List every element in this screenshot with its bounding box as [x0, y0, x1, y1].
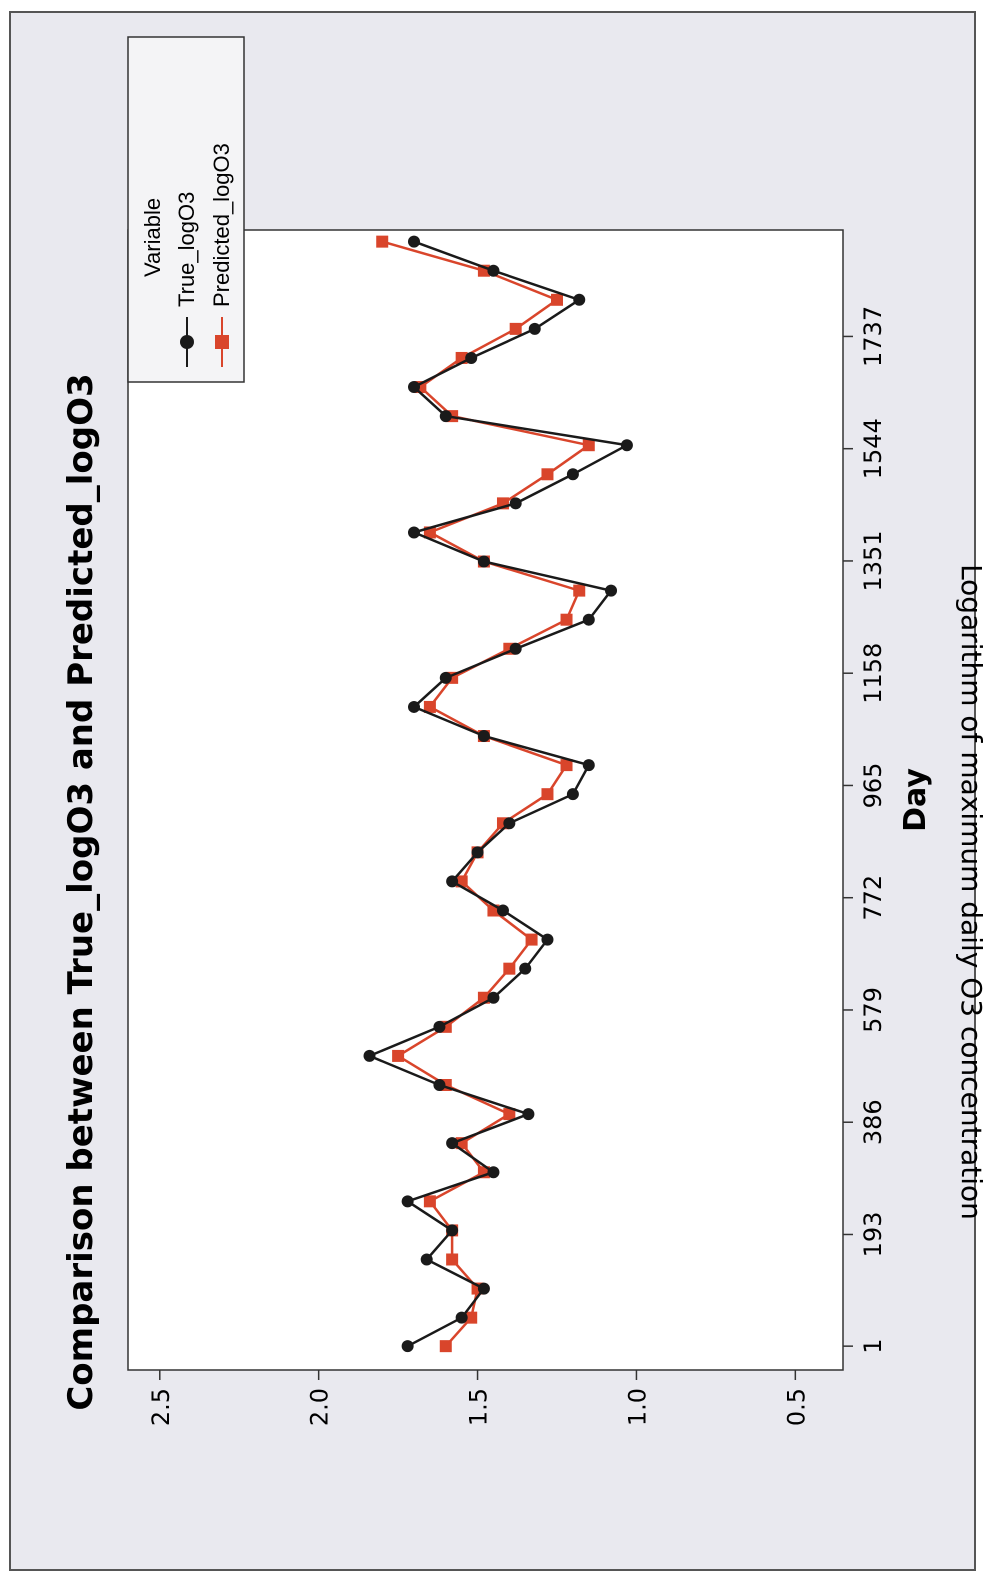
x-tick-label: 1737 — [859, 306, 887, 367]
data-point-predicted — [525, 933, 538, 946]
data-point-true — [446, 1137, 459, 1150]
x-tick-label: 1158 — [859, 643, 887, 704]
y-tick-label: 2.0 — [306, 1388, 334, 1426]
data-point-true — [503, 817, 516, 830]
data-point-predicted — [465, 1311, 478, 1324]
data-point-true — [408, 526, 420, 539]
x-tick-label: 1544 — [859, 418, 887, 479]
x-tick-label: 1351 — [859, 530, 887, 591]
y-axis-label: Logarithm of maximum daily O3 concentrat… — [955, 564, 985, 1220]
data-point-true — [401, 1340, 414, 1353]
data-point-predicted — [573, 584, 586, 597]
data-point-true — [477, 1282, 490, 1295]
data-point-true — [408, 381, 420, 394]
data-point-true — [408, 700, 420, 713]
y-tick-label: 1.5 — [465, 1388, 493, 1426]
data-point-predicted — [582, 439, 595, 452]
data-point-true — [541, 933, 554, 946]
data-point-true — [509, 497, 522, 510]
plot-area — [127, 229, 844, 1371]
data-point-true — [455, 1311, 468, 1324]
data-point-predicted — [503, 962, 516, 975]
data-point-true — [582, 613, 595, 626]
series-layer — [363, 235, 633, 1353]
data-point-true — [401, 1195, 414, 1208]
x-tick-label: 386 — [859, 1099, 887, 1145]
data-point-true — [465, 351, 478, 364]
data-point-true — [420, 1253, 433, 1266]
data-point-true — [439, 671, 452, 684]
data-point-true — [509, 642, 522, 655]
legend-pred-marker — [215, 335, 229, 349]
data-point-predicted — [560, 759, 573, 772]
data-point-true — [433, 1079, 446, 1091]
data-point-true — [408, 235, 420, 248]
data-point-true — [477, 730, 490, 743]
data-point-true — [566, 788, 579, 801]
data-point-true — [433, 1020, 446, 1033]
data-point-predicted — [423, 1195, 436, 1208]
data-point-predicted — [423, 700, 436, 713]
x-tick-label: 579 — [859, 987, 887, 1033]
data-point-true — [522, 1108, 535, 1121]
data-point-true — [573, 293, 586, 306]
y-tick-label: 2.5 — [147, 1388, 175, 1426]
data-point-true — [620, 439, 633, 452]
legend: Variable True_logO3 Predicted_logO3 — [127, 36, 245, 383]
data-point-true — [363, 1049, 376, 1062]
data-point-predicted — [509, 322, 522, 335]
axes-layer: 1 193 386 579 772 965 1158 1351 1544 1737 0.5 1.0 1.… — [147, 306, 887, 1426]
data-point-predicted — [439, 1340, 452, 1353]
data-point-true — [446, 875, 459, 888]
data-point-predicted — [446, 1253, 459, 1266]
legend-pred-label: Predicted_logO3 — [209, 143, 234, 307]
data-point-true — [605, 584, 618, 597]
data-point-true — [471, 846, 484, 859]
data-point-true — [439, 410, 452, 423]
data-point-true — [582, 759, 595, 772]
data-point-predicted — [392, 1049, 405, 1062]
x-tick-label: 193 — [859, 1212, 887, 1258]
data-point-predicted — [541, 788, 554, 801]
y-tick-label: 1.0 — [623, 1388, 651, 1426]
data-point-predicted — [541, 468, 554, 481]
data-point-predicted — [503, 1108, 516, 1121]
data-point-true — [487, 264, 500, 277]
x-tick-label: 772 — [859, 875, 887, 921]
data-point-true — [566, 468, 579, 481]
x-tick-label: 1 — [859, 1339, 887, 1354]
legend-true-marker — [180, 335, 194, 349]
x-axis-label: Day — [898, 768, 933, 832]
data-point-predicted — [376, 235, 389, 248]
data-point-true — [496, 904, 509, 917]
legend-box — [127, 36, 245, 383]
data-point-true — [477, 555, 490, 568]
chart-title: Comparison between True_logO3 and Predic… — [61, 373, 101, 1410]
data-point-true — [519, 962, 532, 975]
data-point-predicted — [560, 613, 573, 626]
data-point-true — [446, 1224, 459, 1237]
data-point-predicted — [551, 293, 563, 306]
x-tick-label: 965 — [859, 763, 887, 809]
legend-true-label: True_logO3 — [174, 192, 199, 307]
legend-title: Variable — [140, 198, 165, 277]
y-tick-label: 0.5 — [782, 1388, 810, 1426]
data-point-true — [487, 1166, 500, 1179]
data-point-true — [487, 991, 500, 1004]
data-point-true — [528, 322, 541, 335]
